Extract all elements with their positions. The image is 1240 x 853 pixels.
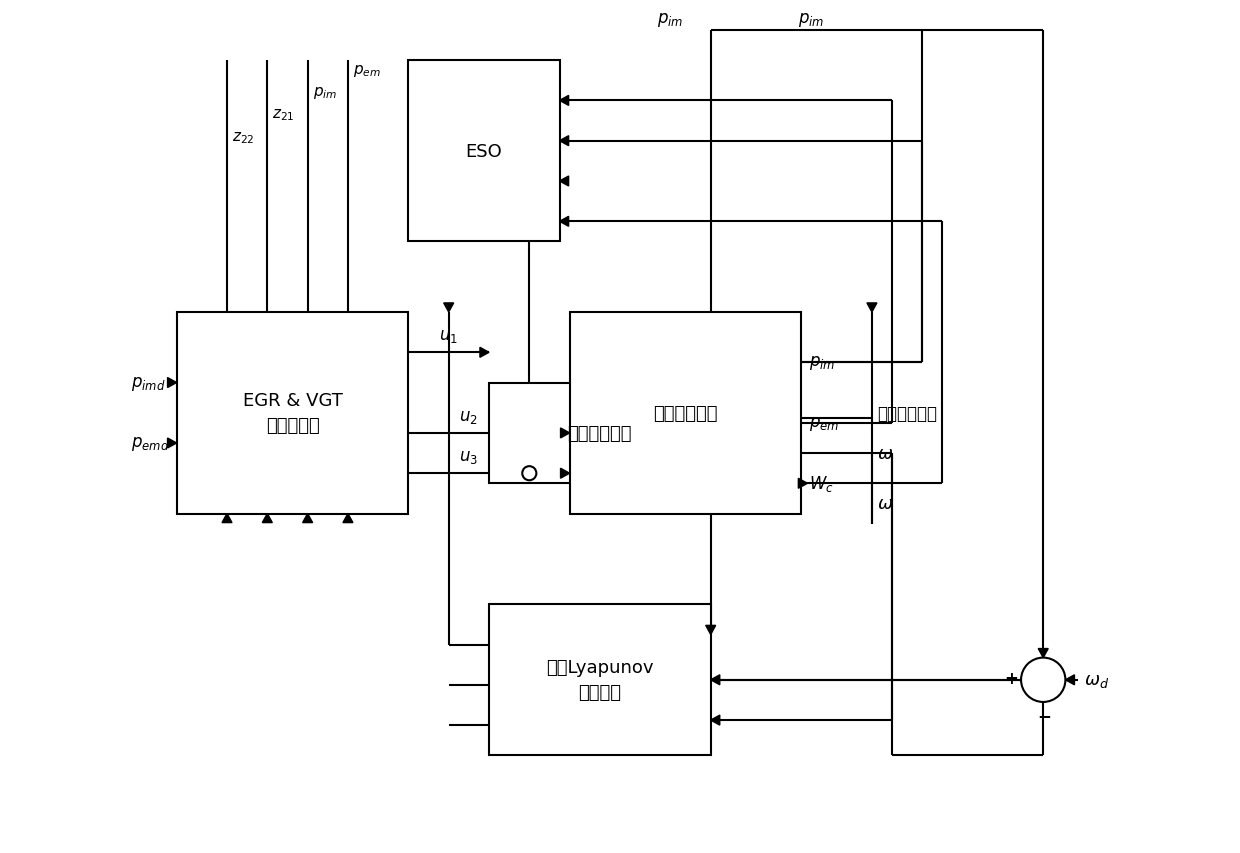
Text: +: +	[1004, 669, 1018, 687]
Polygon shape	[480, 348, 489, 358]
Text: 转速回路模型: 转速回路模型	[568, 425, 632, 443]
Polygon shape	[559, 136, 569, 147]
Text: $p_{im}$: $p_{im}$	[312, 85, 337, 102]
Bar	[408, 61, 559, 242]
Polygon shape	[303, 514, 312, 523]
Circle shape	[522, 467, 537, 481]
Text: −: −	[1038, 706, 1052, 724]
Bar	[489, 605, 711, 756]
Polygon shape	[444, 304, 454, 312]
Text: $u_1$: $u_1$	[439, 327, 458, 345]
Text: 负载、摩擦等: 负载、摩擦等	[877, 404, 937, 422]
Text: $p_{em}$: $p_{em}$	[353, 63, 381, 79]
Text: 基于Lyapunov
的控制器: 基于Lyapunov 的控制器	[546, 659, 653, 701]
Text: $p_{im}$: $p_{im}$	[657, 11, 683, 29]
Polygon shape	[711, 675, 719, 685]
Polygon shape	[343, 514, 353, 523]
Polygon shape	[560, 428, 569, 438]
Text: $\omega$: $\omega$	[877, 495, 893, 513]
Polygon shape	[560, 468, 569, 479]
Text: $p_{im}$: $p_{im}$	[810, 354, 836, 372]
Text: $p_{emd}$: $p_{emd}$	[131, 434, 170, 452]
Polygon shape	[167, 378, 176, 388]
Text: $u_3$: $u_3$	[459, 448, 479, 466]
Text: $p_{im}$: $p_{im}$	[799, 11, 825, 29]
Polygon shape	[1065, 675, 1075, 685]
Polygon shape	[263, 514, 273, 523]
Text: $\omega_d$: $\omega_d$	[1084, 671, 1109, 689]
Text: $p_{em}$: $p_{em}$	[810, 415, 839, 432]
Bar	[176, 312, 408, 514]
Bar	[489, 383, 711, 484]
Polygon shape	[167, 438, 176, 449]
Polygon shape	[559, 217, 569, 227]
Polygon shape	[867, 304, 877, 312]
Polygon shape	[799, 479, 807, 489]
Polygon shape	[711, 716, 719, 725]
Text: $W_c$: $W_c$	[810, 473, 835, 494]
Text: $\omega$: $\omega$	[877, 444, 893, 462]
Text: EGR & VGT
滑模控制器: EGR & VGT 滑模控制器	[243, 392, 342, 435]
Polygon shape	[1038, 649, 1048, 658]
Text: ESO: ESO	[465, 142, 502, 160]
Bar	[569, 312, 801, 514]
Polygon shape	[706, 625, 715, 635]
Text: 气体回路模型: 气体回路模型	[653, 404, 718, 422]
Text: $u_2$: $u_2$	[460, 408, 479, 426]
Polygon shape	[222, 514, 232, 523]
Polygon shape	[559, 177, 569, 187]
Text: $z_{21}$: $z_{21}$	[273, 107, 295, 123]
Text: $p_{imd}$: $p_{imd}$	[131, 374, 166, 392]
Circle shape	[1021, 658, 1065, 702]
Text: $z_{22}$: $z_{22}$	[232, 130, 254, 145]
Polygon shape	[559, 96, 569, 107]
